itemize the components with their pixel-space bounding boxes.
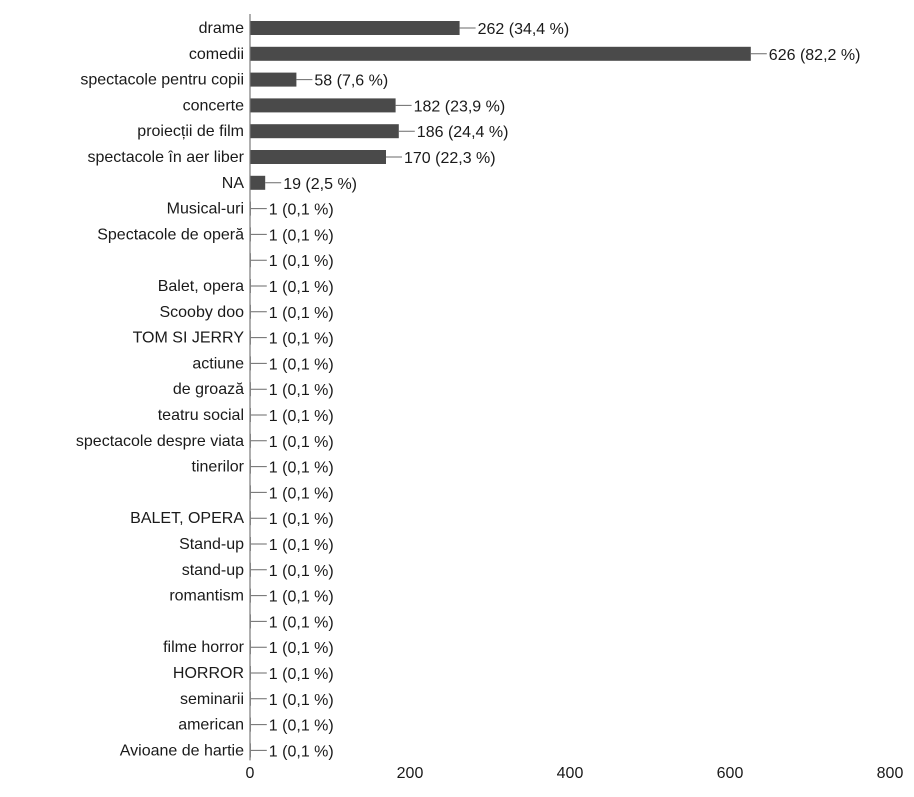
data-label: 1 (0,1 %): [269, 743, 334, 760]
category-label: Avioane de hartie: [120, 742, 244, 759]
x-axis-ticks: 0 200 400 600 800: [246, 765, 904, 782]
category-label: HORROR: [173, 665, 244, 682]
data-label: 186 (24,4 %): [417, 124, 509, 141]
category-label: romantism: [169, 588, 244, 605]
data-label: 1 (0,1 %): [269, 563, 334, 580]
data-label: 1 (0,1 %): [269, 356, 334, 373]
category-labels: drame comedii spectacole pentru copii conce…: [76, 20, 245, 759]
category-label: filme horror: [163, 639, 245, 656]
category-label: tinerilor: [192, 459, 245, 476]
x-tick-label: 600: [717, 765, 744, 782]
category-label: Musical-uri: [167, 201, 244, 218]
data-label: 1 (0,1 %): [269, 614, 334, 631]
data-label: 1 (0,1 %): [269, 537, 334, 554]
data-label: 1 (0,1 %): [269, 434, 334, 451]
data-label: 58 (7,6 %): [314, 73, 388, 90]
data-label: 1 (0,1 %): [269, 666, 334, 683]
data-label: 626 (82,2 %): [769, 47, 861, 64]
category-label: TOM SI JERRY: [133, 330, 245, 347]
category-label: Spectacole de operă: [97, 226, 244, 243]
data-label: 170 (22,3 %): [404, 150, 496, 167]
data-label: 1 (0,1 %): [269, 227, 334, 244]
bar: [250, 98, 396, 113]
category-label: seminarii: [180, 691, 244, 708]
data-label: 1 (0,1 %): [269, 589, 334, 606]
bar: [250, 46, 751, 61]
category-label: comedii: [189, 46, 244, 63]
x-tick-label: 0: [246, 765, 255, 782]
data-label: 19 (2,5 %): [283, 176, 357, 193]
value-labels: 262 (34,4 %) 626 (82,2 %) 58 (7,6 %) 182 (2…: [250, 21, 861, 760]
category-label: drame: [199, 20, 244, 37]
category-label: actiune: [192, 355, 244, 372]
category-label: concerte: [183, 97, 244, 114]
category-label: BALET, OPERA: [130, 510, 244, 527]
category-label: Balet, opera: [158, 278, 244, 295]
data-label: 1 (0,1 %): [269, 692, 334, 709]
bar: [250, 21, 460, 35]
category-label: Scooby doo: [159, 304, 244, 321]
data-label: 1 (0,1 %): [269, 485, 334, 502]
bar: [250, 150, 386, 164]
category-label: proiecții de film: [137, 123, 244, 140]
data-label: 1 (0,1 %): [269, 640, 334, 657]
category-label: spectacole în aer liber: [87, 149, 244, 166]
category-label: american: [178, 717, 244, 734]
bar: [250, 175, 266, 190]
data-label: 1 (0,1 %): [269, 718, 334, 735]
data-label: 1 (0,1 %): [269, 460, 334, 477]
x-tick-label: 800: [877, 765, 904, 782]
category-label: spectacole pentru copii: [80, 72, 244, 89]
data-label: 1 (0,1 %): [269, 202, 334, 219]
category-label: stand-up: [182, 562, 244, 579]
data-label: 1 (0,1 %): [269, 382, 334, 399]
category-label: NA: [222, 175, 245, 192]
data-label: 1 (0,1 %): [269, 331, 334, 348]
data-label: 262 (34,4 %): [478, 21, 570, 38]
data-label: 1 (0,1 %): [269, 279, 334, 296]
data-label: 1 (0,1 %): [269, 305, 334, 322]
x-tick-label: 200: [397, 765, 424, 782]
bar: [250, 124, 399, 139]
data-label: 1 (0,1 %): [269, 408, 334, 425]
data-label: 182 (23,9 %): [414, 98, 506, 115]
category-label: de groază: [173, 381, 244, 398]
x-tick-label: 400: [557, 765, 584, 782]
category-label: teatru social: [158, 407, 244, 424]
data-label: 1 (0,1 %): [269, 511, 334, 528]
bar: [250, 72, 297, 87]
category-label: Stand-up: [179, 536, 244, 553]
data-label: 1 (0,1 %): [269, 253, 334, 270]
category-label: spectacole despre viata: [76, 433, 244, 450]
